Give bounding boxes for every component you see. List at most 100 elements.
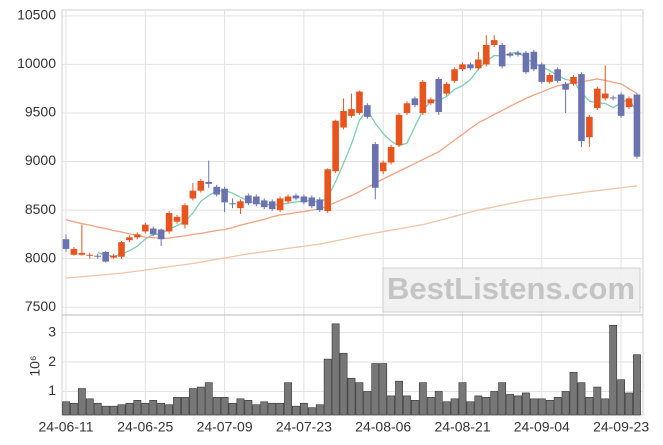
volume-bar: [331, 323, 340, 416]
candle-body: [118, 242, 125, 257]
candle-body: [609, 97, 617, 99]
volume-bar: [268, 402, 277, 416]
candle-body: [260, 200, 268, 208]
candle-body: [134, 234, 141, 238]
candle-body: [506, 53, 514, 56]
candle-body: [546, 75, 554, 82]
volume-bar: [371, 363, 380, 416]
volume-bar: [411, 399, 419, 416]
candle-body: [467, 64, 474, 69]
candle-body: [181, 205, 189, 225]
volume-bar: [474, 395, 483, 416]
y-tick-label: 8000: [25, 249, 56, 265]
candle-body: [221, 188, 228, 203]
volume-bar: [625, 392, 633, 416]
volume-bar: [617, 379, 625, 416]
candle-body: [403, 103, 411, 113]
candle-body: [522, 52, 530, 73]
watermark: BestListens.com: [387, 271, 635, 306]
candle-body: [78, 252, 86, 255]
volume-bar: [284, 382, 292, 416]
volume-bar: [212, 397, 221, 416]
volume-bar: [355, 382, 364, 416]
volume-bar: [236, 398, 245, 416]
candle-body: [356, 91, 363, 113]
volume-bar: [117, 404, 126, 416]
y-tick-label: 9500: [25, 104, 56, 120]
candle-body: [586, 116, 593, 138]
y-tick-label: 10000: [17, 55, 56, 71]
candle-body: [94, 255, 102, 257]
volume-bar: [260, 401, 269, 416]
volume-bar: [601, 398, 610, 416]
volume-bar: [522, 392, 530, 416]
volume-bar: [450, 398, 459, 416]
candle-body: [490, 40, 498, 45]
volume-bar: [188, 388, 197, 416]
volume-bar: [93, 402, 102, 416]
volume-bar: [466, 401, 475, 416]
candle-body: [538, 64, 546, 82]
candle-body: [578, 74, 585, 142]
volume-bar: [418, 382, 427, 416]
volume-bar: [609, 324, 618, 416]
candle-body: [411, 98, 419, 106]
volume-bar: [173, 397, 181, 416]
volume-bar: [276, 402, 285, 416]
candle-body: [419, 81, 427, 113]
candle-body: [530, 51, 538, 70]
candle-body: [324, 169, 331, 212]
volume-bar: [633, 354, 641, 416]
volume-bar: [403, 395, 411, 416]
y-tick-label: 10500: [17, 7, 56, 23]
volume-bar: [529, 398, 538, 416]
x-tick-label: 24-08-21: [434, 419, 490, 435]
candle-body: [498, 44, 506, 67]
volume-bar: [537, 398, 546, 416]
candle-body: [348, 109, 355, 116]
candle-body: [514, 52, 522, 55]
volume-bar: [141, 402, 150, 416]
candle-body: [459, 64, 466, 70]
volume-bar: [426, 397, 435, 416]
volume-bar: [228, 402, 237, 416]
volume-bar: [379, 363, 388, 416]
volume-bar: [585, 397, 594, 416]
candle-body: [284, 196, 292, 202]
candle-body: [237, 201, 244, 209]
candle-body: [245, 195, 252, 204]
candle-body: [86, 254, 94, 256]
candle-body: [594, 88, 601, 109]
volume-bar: [545, 399, 554, 416]
candle-body: [316, 199, 324, 211]
candle-body: [435, 78, 443, 112]
plot-frame: [61, 9, 644, 416]
y-tick-label: 7500: [25, 298, 56, 314]
candle-body: [253, 196, 260, 205]
candle-body: [387, 146, 395, 163]
candle-body: [379, 162, 387, 172]
volume-bar: [387, 395, 396, 416]
candle-body: [451, 69, 458, 81]
watermark-box: [382, 267, 641, 313]
candle-body: [340, 111, 347, 128]
volume-bar: [593, 386, 602, 416]
volume-bar: [149, 399, 158, 416]
y-tick-label: 8500: [25, 201, 56, 217]
volume-bar: [490, 391, 499, 416]
candle-body: [617, 94, 625, 116]
volume-bar: [395, 380, 403, 416]
volume-bar: [196, 386, 205, 416]
x-tick-label: 24-06-25: [117, 419, 173, 435]
moving-average-line: [65, 185, 638, 279]
y-tick-label: 9000: [25, 152, 56, 168]
volume-tick-label: 2: [48, 353, 56, 369]
volume-bar: [442, 401, 451, 416]
volume-tick-label: 1: [48, 382, 56, 398]
volume-bar: [292, 405, 300, 416]
volume-bar: [506, 394, 514, 416]
candle-body: [205, 181, 213, 184]
volume-bar: [133, 399, 142, 416]
x-tick-label: 24-07-23: [276, 419, 332, 435]
candle-body: [189, 190, 197, 199]
